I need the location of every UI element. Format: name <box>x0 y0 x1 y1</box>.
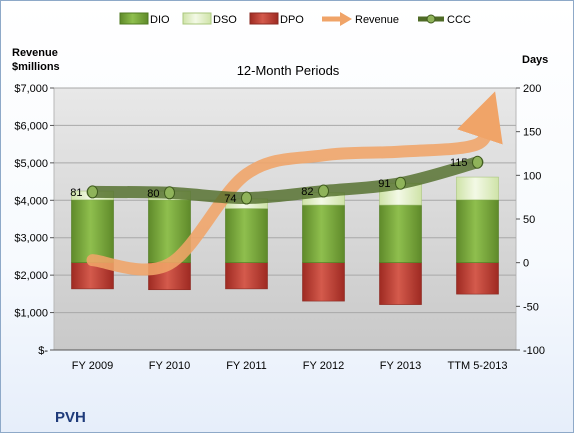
ccc-path <box>86 156 484 205</box>
legend-swatch-head <box>340 12 352 26</box>
ccc-data-label: 80 <box>147 188 159 200</box>
x-tick-label: FY 2012 <box>303 360 344 372</box>
legend-label: CCC <box>447 14 471 26</box>
ccc-data-label: 115 <box>450 157 468 169</box>
chart-title: 12-Month Periods <box>237 63 340 78</box>
y-right-tick-label: 0 <box>523 258 529 270</box>
y-right-tick-label: -50 <box>523 301 539 313</box>
ccc-point <box>318 184 329 198</box>
y-left-axis: $- $1,000 $2,000 $3,000 $4,000 $5,000 $6,000 $7… <box>14 83 54 357</box>
legend-item-dso: DSO <box>182 12 237 26</box>
y-left-tick-label: $7,000 <box>14 83 48 95</box>
ccc-point <box>472 155 483 169</box>
dio-bar <box>71 199 114 263</box>
dio-bar <box>225 208 268 263</box>
y-left-tick-label: $1,000 <box>14 308 48 320</box>
dso-bar <box>456 176 499 201</box>
y-right-tick-label: 50 <box>523 214 535 226</box>
ccc-point <box>395 176 406 190</box>
company-name: PVH <box>55 409 86 426</box>
y-left-tick-label: $3,000 <box>14 233 48 245</box>
dio-bar <box>302 204 345 263</box>
x-axis: FY 2009 FY 2010 FY 2011 FY 2012 FY 2013 TTM 5… <box>54 349 516 372</box>
y-left-tick-label: $4,000 <box>14 195 48 207</box>
y-left-tick-label: $5,000 <box>14 158 48 170</box>
x-tick-label: FY 2011 <box>226 360 267 372</box>
y-left-tick-label: $2,000 <box>14 270 48 282</box>
legend-swatch <box>249 12 279 25</box>
ccc-point <box>87 185 98 199</box>
y-left-title-line2: $millions <box>12 61 60 73</box>
y-right-tick-label: -100 <box>523 345 545 357</box>
plot-area <box>53 87 517 351</box>
ccc-point <box>164 186 175 200</box>
legend-swatch <box>182 12 212 25</box>
legend-label: DPO <box>280 14 304 26</box>
revenue-line <box>86 91 503 276</box>
dio-bar <box>456 199 499 263</box>
y-right-tick-label: 150 <box>523 127 541 139</box>
dpo-bar <box>379 262 422 305</box>
legend-label: DSO <box>213 14 237 26</box>
legend-swatch <box>119 12 149 25</box>
y-left-title-line1: Revenue <box>12 47 58 59</box>
ccc-data-label: 82 <box>301 186 313 198</box>
x-tick-label: FY 2013 <box>380 360 421 372</box>
y-right-tick-label: 100 <box>523 170 541 182</box>
legend-label: DIO <box>150 14 170 26</box>
legend-item-revenue: Revenue <box>322 12 399 26</box>
y-right-title: Days <box>522 54 548 66</box>
legend-item-ccc: CCC <box>418 14 471 26</box>
dpo-bar <box>225 262 268 290</box>
y-left-tick-label: $6,000 <box>14 120 48 132</box>
ccc-data-label: 81 <box>70 187 82 199</box>
ccc-point <box>241 191 252 205</box>
revenue-path <box>86 91 503 276</box>
x-tick-label: TTM 5-2013 <box>448 360 508 372</box>
legend: DIO DSO DPO Revenue CCC <box>119 12 471 26</box>
y-right-tick-label: 200 <box>523 83 541 95</box>
dpo-bar <box>456 262 499 295</box>
legend-label: Revenue <box>355 14 399 26</box>
ccc-data-label: 74 <box>224 193 236 205</box>
ccc-data-label: 91 <box>378 178 390 190</box>
legend-swatch-dot <box>426 14 436 24</box>
y-left-tick-label: $- <box>38 345 48 357</box>
x-tick-label: FY 2010 <box>149 360 190 372</box>
ccc-line: 81 80 74 82 91 115 <box>70 155 484 205</box>
dpo-bar <box>302 262 345 302</box>
x-tick-label: FY 2009 <box>72 360 113 372</box>
dio-bar <box>379 204 422 263</box>
y-right-axis: -100 -50 0 50 100 150 200 <box>516 83 545 357</box>
legend-item-dpo: DPO <box>249 12 304 26</box>
legend-item-dio: DIO <box>119 12 170 26</box>
